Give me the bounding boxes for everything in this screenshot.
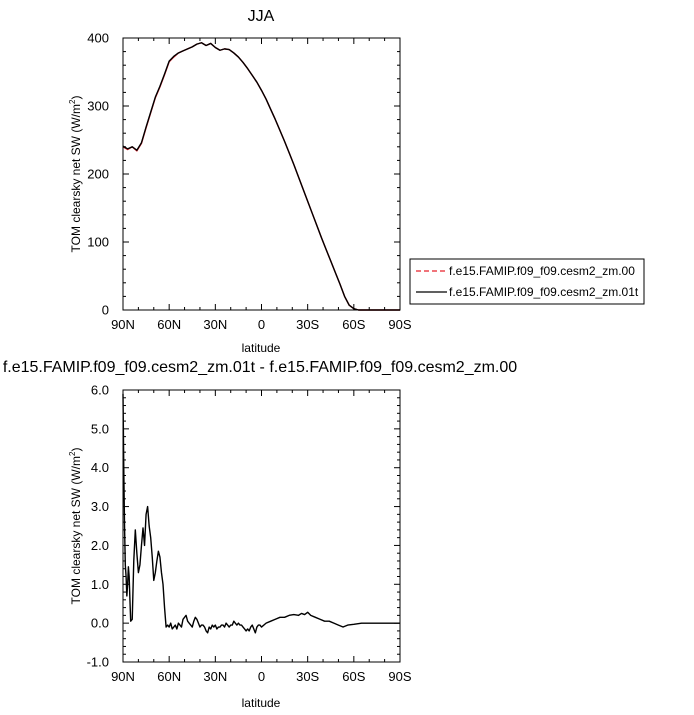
top-x-tick-label: 30N: [203, 317, 227, 332]
bottom-panel: f.e15.FAMIP.f09_f09.cesm2_zm.01t - f.e15…: [3, 359, 517, 710]
bottom-y-tick-label: 2.0: [91, 538, 109, 553]
top-x-tick-label: 0: [258, 317, 265, 332]
bottom-y-tick-label: 0.0: [91, 616, 109, 631]
bottom-y-tick-label: 6.0: [91, 383, 109, 398]
top-y-axis-label: TOM clearsky net SW (W/m2): [68, 96, 83, 253]
top-panel: JJA 90N 60N 30N 0 30S 60S 90S 0 100 200 300 400 lat…: [68, 8, 412, 355]
bottom-y-tick-label: 5.0: [91, 421, 109, 436]
bottom-y-tick-label: -1.0: [87, 655, 109, 670]
legend: f.e15.FAMIP.f09_f09.cesm2_zm.00 f.e15.FA…: [409, 258, 645, 305]
top-series-line-1: [122, 42, 400, 311]
bottom-x-tick-label: 30N: [203, 669, 227, 684]
top-y-axis-label-main: TOM clearsky net SW (W/m: [69, 104, 83, 252]
bottom-plot-frame: [122, 389, 401, 663]
top-y-tick-label: 200: [87, 167, 109, 182]
bottom-series-line-0: [122, 393, 400, 634]
bottom-x-axis-label: latitude: [242, 696, 281, 710]
top-chart-title: JJA: [248, 8, 275, 25]
top-y-tick-label: 400: [87, 31, 109, 46]
top-y-tick-label: 100: [87, 235, 109, 250]
legend-label-00: f.e15.FAMIP.f09_f09.cesm2_zm.00: [449, 264, 635, 278]
bottom-x-tick-label: 90S: [388, 669, 411, 684]
bottom-y-axis-label-sup: 2: [68, 451, 77, 456]
bottom-y-tick-label: 3.0: [91, 499, 109, 514]
top-plot-frame: [122, 37, 401, 311]
top-y-axis-label-close: ): [69, 96, 83, 100]
bottom-x-tick-label: 0: [258, 669, 265, 684]
bottom-x-tick-label: 60S: [342, 669, 365, 684]
top-x-axis-label: latitude: [242, 341, 281, 355]
top-series-line-0: [122, 42, 400, 311]
legend-label-01t: f.e15.FAMIP.f09_f09.cesm2_zm.01t: [449, 285, 639, 299]
top-y-axis-label-sup: 2: [68, 99, 77, 104]
top-x-tick-label: 30S: [296, 317, 319, 332]
bottom-y-tick-label: 4.0: [91, 460, 109, 475]
bottom-y-axis-label-main: TOM clearsky net SW (W/m: [69, 456, 83, 604]
bottom-y-axis-label-close: ): [69, 448, 83, 452]
bottom-x-tick-label: 30S: [296, 669, 319, 684]
bottom-chart-title: f.e15.FAMIP.f09_f09.cesm2_zm.01t - f.e15…: [3, 359, 517, 376]
bottom-x-tick-label: 90N: [111, 669, 135, 684]
top-y-tick-label: 0: [102, 303, 109, 318]
top-x-tick-label: 90S: [388, 317, 411, 332]
top-y-tick-label: 300: [87, 99, 109, 114]
bottom-x-tick-label: 60N: [157, 669, 181, 684]
top-x-tick-label: 90N: [111, 317, 135, 332]
bottom-y-axis-label: TOM clearsky net SW (W/m2): [68, 448, 83, 605]
bottom-y-tick-label: 1.0: [91, 577, 109, 592]
top-x-tick-label: 60N: [157, 317, 181, 332]
legend-box: [409, 258, 645, 305]
top-x-tick-label: 60S: [342, 317, 365, 332]
